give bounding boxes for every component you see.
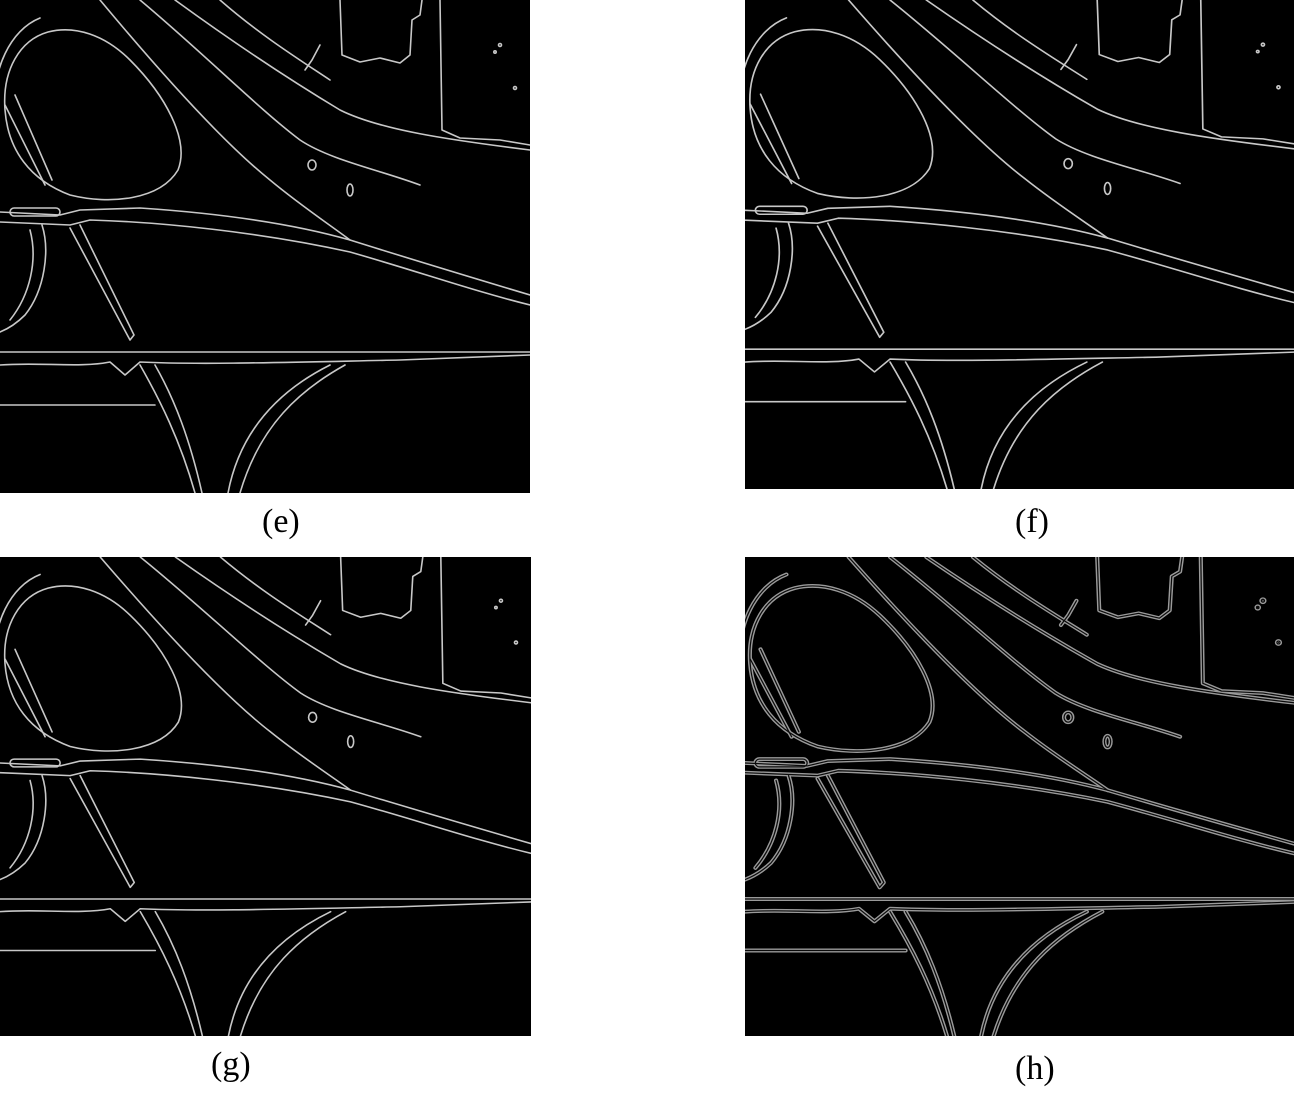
edge-map-h (745, 557, 1294, 1036)
edge-map-panel-g (0, 557, 531, 1036)
edge-map-panel-h (745, 557, 1294, 1036)
caption-g: (g) (211, 1046, 251, 1083)
edge-map-panel-e (0, 0, 530, 493)
caption-e: (e) (262, 503, 300, 540)
edge-map-e (0, 0, 530, 493)
caption-h: (h) (1015, 1050, 1055, 1087)
caption-f: (f) (1015, 503, 1049, 540)
edge-map-f (745, 0, 1294, 489)
edge-map-g (0, 557, 531, 1036)
edge-map-panel-f (745, 0, 1294, 489)
